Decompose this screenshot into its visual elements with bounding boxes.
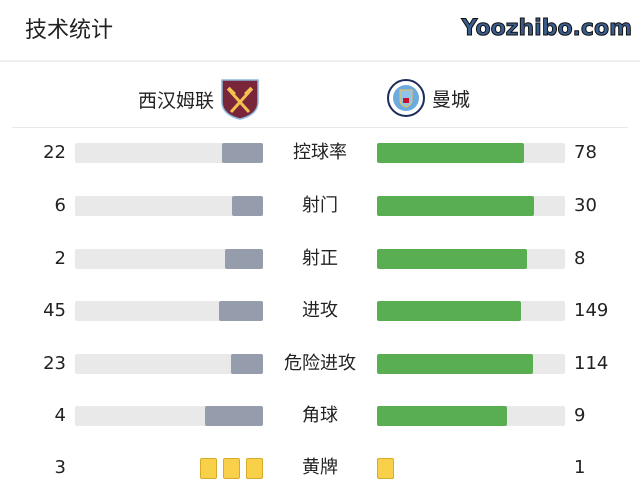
home-bar-track [75,301,263,321]
yellow-card-icon [200,458,217,479]
home-bar-fill [205,406,263,426]
home-bar-fill [219,301,263,321]
away-bar-fill [377,301,522,321]
away-value: 30 [574,195,597,216]
home-bar-fill [225,249,263,269]
away-bar-fill [377,354,534,374]
away-bar-fill [377,143,524,163]
away-bar-fill [377,249,528,269]
stat-row: 2 射正 8 [0,247,640,271]
home-value: 2 [54,248,66,269]
stat-row: 22 控球率 78 [0,141,640,165]
away-team-name: 曼城 [432,88,471,111]
away-cards [377,458,394,479]
west-ham-crest-icon [221,79,259,120]
away-bar-track [377,249,565,269]
away-value: 149 [574,300,609,321]
away-value: 9 [574,405,586,426]
stat-row: 3 黄牌 1 [0,456,640,480]
home-bar-track [75,354,263,374]
away-bar-track [377,196,565,216]
away-bar-fill [377,196,534,216]
yellow-card-icon [246,458,263,479]
away-value: 78 [574,142,597,163]
away-team: 曼城 [386,78,470,118]
away-bar-track [377,143,565,163]
away-value: 8 [574,248,586,269]
away-value: 1 [574,457,586,478]
home-value: 22 [43,142,66,163]
home-value: 6 [54,195,66,216]
away-bar-track [377,354,565,374]
stat-label: 射门 [302,195,338,216]
home-value: 45 [43,300,66,321]
home-cards [200,458,263,479]
stat-label: 进攻 [302,300,338,321]
home-bar-track [75,249,263,269]
stat-row: 6 射门 30 [0,194,640,218]
home-value: 3 [54,457,66,478]
stat-row: 4 角球 9 [0,404,640,428]
home-bar-fill [221,143,263,163]
home-bar-fill [231,354,263,374]
stat-row: 23 危险进攻 114 [0,352,640,376]
stat-label: 射正 [302,248,338,269]
divider [0,60,640,62]
home-bar-track [75,196,263,216]
stat-label: 角球 [302,405,338,426]
home-bar-track [75,143,263,163]
watermark: Yoozhibo.com [461,16,632,42]
stat-label: 控球率 [293,142,347,163]
away-bar-fill [377,406,508,426]
away-value: 114 [574,353,609,374]
home-team-name: 西汉姆联 [138,89,215,112]
divider [12,127,628,128]
yellow-card-icon [223,458,240,479]
home-team: 西汉姆联 [138,78,260,120]
stat-label: 黄牌 [302,457,338,478]
stat-row: 45 进攻 149 [0,299,640,323]
stat-label: 危险进攻 [284,353,356,374]
home-value: 23 [43,353,66,374]
man-city-crest-icon [387,79,425,117]
yellow-card-icon [377,458,394,479]
away-bar-track [377,406,565,426]
home-bar-fill [231,196,263,216]
home-value: 4 [54,405,66,426]
page-title: 技术统计 [25,18,114,43]
away-bar-track [377,301,565,321]
home-bar-track [75,406,263,426]
